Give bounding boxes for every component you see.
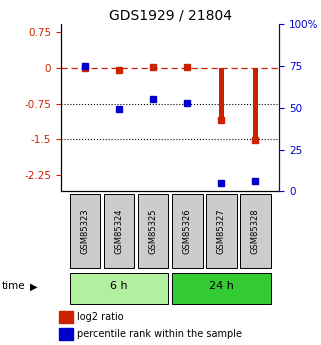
Bar — [59, 328, 73, 340]
Text: GSM85323: GSM85323 — [80, 208, 89, 254]
Bar — [219, 68, 223, 120]
Bar — [253, 68, 258, 140]
Text: percentile rank within the sample: percentile rank within the sample — [77, 329, 242, 339]
Bar — [59, 310, 73, 323]
Text: GSM85325: GSM85325 — [149, 208, 158, 254]
Text: time: time — [2, 282, 25, 291]
Text: GSM85324: GSM85324 — [115, 208, 124, 254]
Title: GDS1929 / 21804: GDS1929 / 21804 — [108, 9, 232, 23]
FancyBboxPatch shape — [172, 194, 203, 268]
FancyBboxPatch shape — [172, 273, 271, 304]
FancyBboxPatch shape — [206, 194, 237, 268]
Text: GSM85326: GSM85326 — [183, 208, 192, 254]
Text: log2 ratio: log2 ratio — [77, 312, 124, 322]
Text: ▶: ▶ — [30, 282, 38, 291]
Text: GSM85328: GSM85328 — [251, 208, 260, 254]
FancyBboxPatch shape — [70, 273, 169, 304]
Text: 24 h: 24 h — [209, 282, 234, 291]
FancyBboxPatch shape — [138, 194, 169, 268]
Text: 6 h: 6 h — [110, 282, 128, 291]
FancyBboxPatch shape — [240, 194, 271, 268]
Text: GSM85327: GSM85327 — [217, 208, 226, 254]
FancyBboxPatch shape — [70, 194, 100, 268]
FancyBboxPatch shape — [104, 194, 134, 268]
